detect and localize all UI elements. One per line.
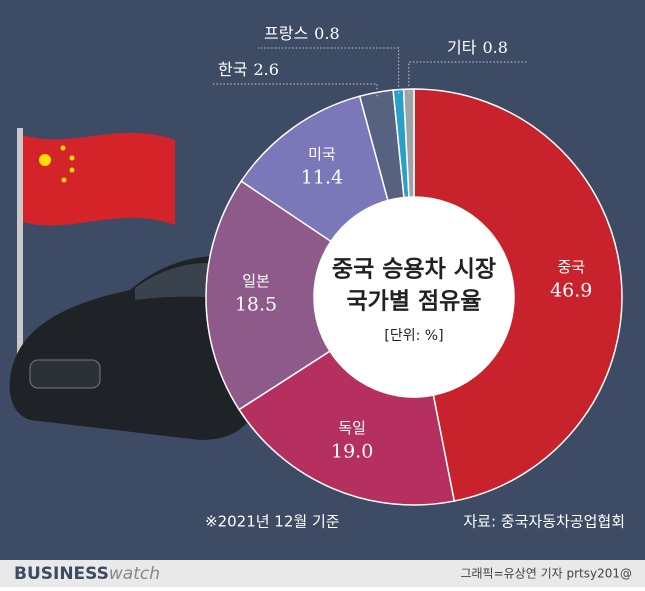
segment-name: 일본	[242, 272, 270, 290]
car	[9, 256, 250, 440]
segment-name: 미국	[308, 145, 336, 163]
flag-pole	[17, 128, 23, 378]
segment-name: 중국	[557, 258, 585, 276]
callout-line	[258, 47, 400, 94]
callout-name: 한국	[218, 60, 247, 79]
callout-value: 0.8	[482, 38, 507, 57]
credit: 그래픽=유상연 기자 prtsy201@	[460, 567, 632, 581]
footer-band	[0, 560, 645, 587]
logo-bold: BUSINESS	[14, 564, 109, 584]
callout-label: 프랑스 0.8	[264, 24, 340, 43]
chart-title: 국가별 점유율	[347, 289, 482, 315]
source: 자료: 중국자동차공업협회	[463, 513, 625, 531]
segment-value: 18.5	[235, 294, 277, 316]
callout-label: 한국 2.6	[218, 60, 279, 79]
segment-value: 11.4	[301, 167, 343, 189]
logo: BUSINESSwatch	[14, 564, 160, 584]
logo-light: watch	[109, 564, 160, 584]
callout-value: 2.6	[253, 60, 278, 79]
flag	[23, 132, 175, 226]
segment-value: 19.0	[331, 440, 373, 462]
segment-value: 46.9	[550, 280, 592, 302]
donut-hole	[314, 197, 514, 397]
callout-line	[212, 83, 378, 97]
segment-name: 독일	[338, 419, 366, 437]
flag-stars	[39, 145, 75, 183]
callout-name: 기타	[447, 38, 477, 57]
unit-note: [단위: %]	[384, 328, 443, 344]
callout-name: 프랑스	[264, 24, 308, 43]
donut	[205, 88, 623, 506]
car-grille	[29, 359, 101, 389]
footnote: ※2021년 12월 기준	[205, 513, 340, 531]
chart-title: 중국 승용차 시장	[332, 257, 496, 283]
callout-label: 기타 0.8	[447, 38, 508, 57]
callout-value: 0.8	[314, 24, 339, 43]
